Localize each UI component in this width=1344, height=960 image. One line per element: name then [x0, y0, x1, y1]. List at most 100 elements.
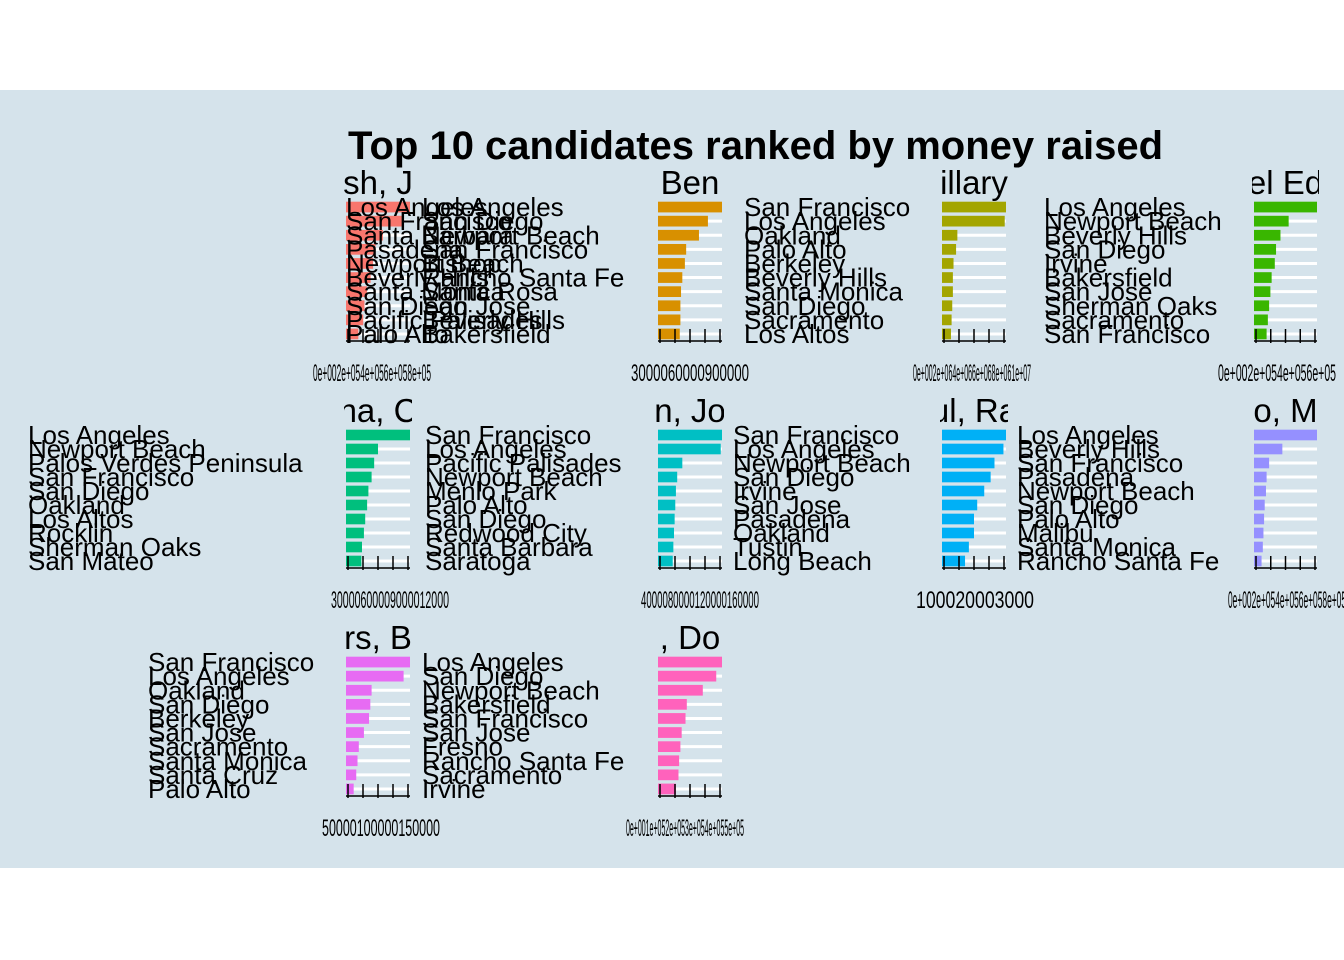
bar — [346, 541, 362, 553]
bar — [658, 769, 679, 781]
bar — [658, 499, 676, 511]
bar — [658, 670, 717, 682]
category-label: Malibu — [1017, 518, 1094, 548]
facet-strip-label: , Do — [660, 619, 721, 656]
bar — [346, 258, 374, 269]
category-label: San Diego — [28, 476, 149, 506]
category-label: Rocklin — [28, 518, 113, 548]
bar — [658, 258, 685, 269]
category-label: San Francisco — [1017, 448, 1183, 478]
facet-strip-label: rs, B — [344, 619, 412, 656]
category-label: Beverly Hills — [744, 263, 887, 293]
bar — [658, 698, 687, 710]
facet-strip-label: o, M — [1253, 392, 1317, 429]
bar — [1254, 314, 1268, 326]
bar — [1254, 272, 1272, 283]
chart-title: Top 10 candidates ranked by money raised — [348, 124, 1163, 168]
category-label: Beverly Hills — [1017, 434, 1160, 464]
bar — [942, 499, 978, 511]
bar — [942, 555, 966, 567]
facet-strip-label: na, C — [339, 392, 418, 429]
category-label: Newport Beach — [1017, 476, 1195, 506]
category-label: San Diego — [1017, 490, 1138, 520]
category-label: Los Angeles — [733, 434, 875, 464]
bar — [658, 755, 680, 767]
bar — [346, 555, 362, 567]
bar — [346, 513, 366, 525]
category-label: Rancho Santa Fe — [1017, 546, 1219, 576]
facet-strip-label: Ben — [661, 164, 720, 201]
bar — [658, 328, 680, 340]
bar — [1254, 457, 1270, 469]
bar — [942, 457, 995, 469]
category-label: San Francisco — [425, 420, 591, 450]
facet-strip-label: sh, J — [343, 164, 413, 201]
bar — [942, 243, 957, 255]
bar — [346, 656, 410, 668]
category-label: Los Angeles — [28, 420, 170, 450]
category-label: Beverly Hills — [422, 305, 565, 335]
bar — [1254, 429, 1317, 441]
category-label: Pasadena — [733, 504, 851, 534]
x-tick-labels: 0e+002e+054e+056e+05 — [1218, 360, 1336, 387]
category-label: San Diego — [422, 661, 543, 691]
category-label: Santa Monica — [1017, 532, 1177, 562]
bar — [658, 300, 681, 312]
category-label: Santa Monica — [346, 277, 506, 307]
bar — [658, 541, 674, 553]
category-label: Newport Beach — [422, 675, 600, 705]
category-label: Sacramento — [422, 760, 562, 790]
bar — [942, 215, 1005, 227]
bar — [658, 201, 722, 213]
category-label: San Diego — [744, 291, 865, 321]
category-label: Newport Beach — [28, 434, 206, 464]
category-label: Los Angeles — [744, 206, 886, 236]
category-label: Irvine — [733, 476, 797, 506]
bar — [658, 684, 703, 696]
category-label: Los Angeles — [422, 647, 564, 677]
bar — [346, 471, 372, 483]
bar — [658, 272, 683, 283]
bar — [942, 201, 1006, 213]
bar — [942, 258, 954, 269]
x-tick-labels: 3000060000900000 — [631, 360, 749, 387]
category-label: Santa Rosa — [422, 277, 558, 307]
bar — [658, 215, 708, 227]
bar — [658, 429, 722, 441]
category-label: San Francisco — [148, 647, 314, 677]
x-tick-labels: 0e+002e+054e+056e+058e+05 — [313, 360, 431, 387]
category-label: Los Angeles — [1044, 192, 1186, 222]
bar — [1254, 229, 1281, 241]
bar — [658, 471, 678, 483]
category-label: Santa Cruz — [148, 760, 278, 790]
bar — [346, 670, 404, 682]
facet-strip-label: n, Jo — [654, 392, 726, 429]
x-tick-labels: 4000080000120000160000 — [641, 587, 759, 614]
bar — [942, 272, 953, 283]
bar — [346, 783, 354, 795]
bar — [658, 485, 676, 497]
bar — [658, 741, 681, 753]
bar — [658, 513, 675, 525]
category-label: Pacific Palisades — [346, 305, 543, 335]
bar — [658, 286, 682, 298]
category-label: Long Beach — [733, 546, 872, 576]
x-tick-labels: 50000100000150000 — [322, 815, 440, 842]
bar — [346, 485, 369, 497]
category-label: Los Altos — [28, 504, 134, 534]
category-label: San Francisco — [346, 206, 512, 236]
category-label: Irvine — [1044, 248, 1108, 278]
facet-strip-label: illary — [940, 164, 1008, 201]
x-tick-labels: 0e+002e+054e+056e+058e+05 — [1228, 587, 1344, 614]
category-label: Beverly Hills — [346, 263, 489, 293]
category-label: Pacific Palisades — [425, 448, 622, 478]
category-label: San Jose — [1044, 277, 1152, 307]
bar — [1254, 541, 1263, 553]
category-label: Oakland — [733, 518, 830, 548]
